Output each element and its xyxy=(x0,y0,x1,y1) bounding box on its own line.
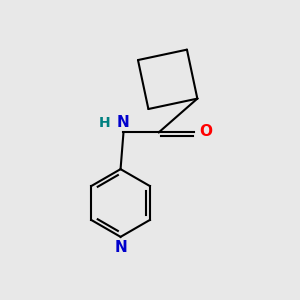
Text: H: H xyxy=(98,116,110,130)
Text: N: N xyxy=(117,115,130,130)
Text: O: O xyxy=(200,124,212,139)
Text: N: N xyxy=(114,240,127,255)
